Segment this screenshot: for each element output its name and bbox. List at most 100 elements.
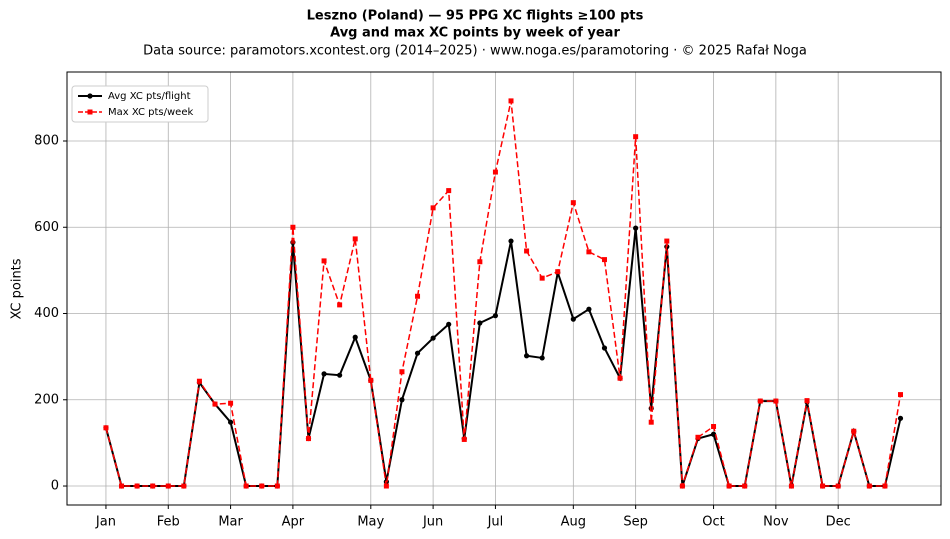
data-point (851, 428, 857, 434)
data-point (757, 398, 763, 404)
data-point (726, 483, 732, 489)
x-tick-label: Jul (487, 515, 504, 530)
data-point (866, 483, 872, 489)
x-tick-label: Dec (826, 515, 851, 530)
data-point (477, 259, 483, 265)
data-point (415, 293, 421, 299)
x-tick-label: Mar (218, 515, 243, 530)
data-point (835, 483, 841, 489)
y-tick-label: 200 (34, 392, 59, 407)
data-point (399, 397, 405, 403)
data-point (383, 483, 389, 489)
chart-title: Leszno (Poland) — 95 PPG XC flights ≥100… (307, 9, 644, 24)
data-point (804, 398, 810, 404)
x-tick-label: Feb (157, 515, 180, 530)
data-point (461, 436, 467, 442)
data-point (446, 321, 452, 327)
data-point (742, 483, 748, 489)
data-point (477, 320, 483, 326)
data-point (337, 302, 343, 308)
data-point (103, 425, 109, 431)
data-point (617, 375, 623, 381)
data-point (633, 225, 639, 231)
data-point (321, 258, 327, 264)
data-point (321, 371, 327, 377)
legend-marker (87, 109, 93, 115)
data-point (150, 483, 156, 489)
data-point (492, 169, 498, 175)
legend-marker (87, 93, 93, 99)
data-point (523, 353, 530, 359)
data-point (773, 398, 779, 404)
data-point (601, 257, 607, 263)
y-tick-label: 400 (34, 306, 59, 321)
data-point (633, 134, 639, 140)
data-point (710, 431, 717, 437)
x-tick-label: May (357, 515, 384, 530)
data-point (196, 378, 202, 384)
data-point (601, 345, 608, 351)
data-point (820, 483, 826, 489)
y-axis-label: XC points (10, 258, 25, 319)
data-point (165, 483, 171, 489)
legend-box (71, 85, 209, 123)
data-point (414, 350, 421, 356)
data-point (228, 400, 234, 406)
data-point (648, 419, 654, 425)
data-point (570, 316, 576, 322)
legend-label: Max XC pts/week (108, 107, 193, 118)
data-point (430, 335, 436, 341)
data-point (897, 392, 903, 398)
data-point (430, 205, 436, 211)
data-point (539, 275, 545, 281)
x-tick-label: Sep (623, 515, 648, 530)
data-point (508, 98, 514, 104)
data-point (788, 483, 794, 489)
x-tick-label: Nov (763, 515, 789, 530)
data-point (508, 238, 514, 244)
data-point (679, 483, 685, 489)
x-tick-label: Apr (282, 515, 305, 530)
data-point (570, 200, 576, 206)
data-point (586, 306, 592, 312)
data-point (352, 236, 358, 242)
data-point (368, 377, 374, 383)
x-tick-label: Jan (95, 515, 116, 530)
data-point (882, 483, 888, 489)
x-tick-label: Oct (702, 515, 724, 530)
data-point (446, 188, 452, 194)
legend-label: Avg XC pts/flight (108, 91, 191, 102)
data-point (586, 249, 592, 255)
data-point (243, 483, 249, 489)
data-point (305, 436, 311, 442)
data-point (119, 483, 125, 489)
x-tick-label: Jun (422, 515, 443, 530)
data-point (259, 483, 265, 489)
plot-frame (66, 71, 942, 506)
y-tick-label: 0 (51, 479, 59, 494)
y-tick-label: 600 (34, 220, 59, 235)
series-line (104, 228, 902, 488)
data-point (539, 355, 545, 361)
chart-subtitle: Data source: paramotors.xcontest.org (20… (143, 44, 807, 59)
data-point (492, 313, 499, 319)
series-line (105, 100, 902, 487)
data-point (337, 372, 343, 378)
data-point (212, 401, 218, 407)
data-point (227, 419, 234, 425)
data-point (399, 369, 405, 375)
data-point (352, 334, 358, 340)
y-tick-label: 800 (34, 134, 59, 149)
data-point (524, 248, 530, 254)
data-point (711, 424, 717, 430)
data-point (897, 415, 904, 421)
x-tick-label: Aug (561, 515, 586, 530)
data-point (134, 483, 140, 489)
data-point (555, 269, 561, 275)
data-point (695, 434, 701, 440)
chart-title: Avg and max XC points by week of year (330, 26, 620, 41)
data-point (181, 483, 187, 489)
data-point (664, 238, 670, 244)
data-point (274, 483, 280, 489)
